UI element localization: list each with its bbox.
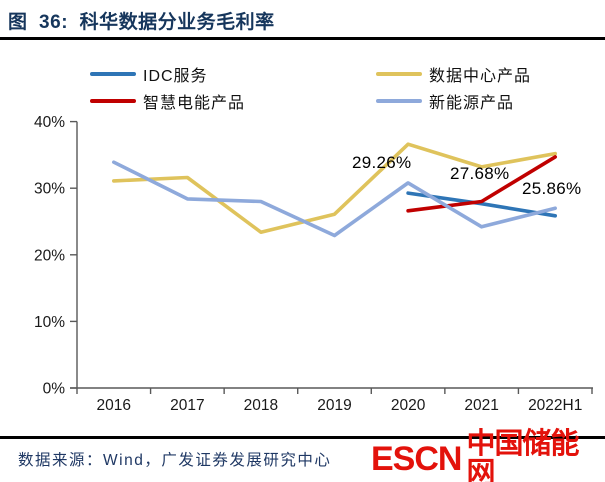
escn-logo: ESCN 中国储能网	[368, 430, 605, 482]
escn-logo-latin: ESCN	[371, 440, 462, 478]
legend-label-newenergy: 新能源产品	[429, 94, 515, 112]
x-tick-label: 2018	[244, 397, 278, 414]
series-line-1	[112, 142, 558, 234]
data-label-2020: 29.26%	[352, 153, 412, 172]
y-tick-label: 20%	[34, 247, 65, 264]
series-line-2	[406, 155, 558, 213]
data-label-2021: 27.68%	[450, 164, 510, 183]
legend-item-idc[interactable]: IDC服务	[90, 60, 376, 87]
x-tick-label: 2022H1	[528, 397, 582, 414]
figure-title: 图 36: 科华数据分业务毛利率	[8, 12, 275, 33]
x-tick-label: 2020	[391, 397, 426, 414]
title-divider	[0, 37, 605, 40]
legend-swatch-idc	[90, 71, 136, 76]
y-tick-label: 40%	[34, 114, 65, 131]
legend-swatch-smartpower	[90, 98, 136, 103]
data-label-2022h1: 25.86%	[522, 179, 582, 198]
y-tick-label: 10%	[34, 314, 65, 331]
series-line-3	[112, 160, 558, 238]
legend-label-idc: IDC服务	[143, 67, 208, 85]
footer-divider	[0, 436, 605, 439]
x-tick-label: 2019	[317, 397, 351, 414]
y-tick-label: 30%	[34, 181, 65, 198]
legend-item-smartpower[interactable]: 智慧电能产品	[90, 87, 376, 114]
x-tick-label: 2016	[97, 397, 131, 414]
chart-legend: IDC服务 数据中心产品 智慧电能产品 新能源产品	[90, 60, 560, 114]
legend-label-datacenter: 数据中心产品	[429, 67, 532, 85]
x-tick-label: 2017	[170, 397, 204, 414]
legend-item-newenergy[interactable]: 新能源产品	[376, 87, 560, 114]
legend-item-datacenter[interactable]: 数据中心产品	[376, 60, 560, 87]
y-tick-label: 0%	[43, 381, 66, 398]
legend-label-smartpower: 智慧电能产品	[143, 94, 246, 112]
escn-logo-chinese: 中国储能网	[466, 428, 579, 482]
x-tick-label: 2021	[464, 397, 498, 414]
legend-swatch-newenergy	[376, 98, 422, 103]
legend-swatch-datacenter	[376, 71, 422, 76]
data-source-text: 数据来源：Wind，广发证券发展研究中心	[18, 452, 332, 469]
